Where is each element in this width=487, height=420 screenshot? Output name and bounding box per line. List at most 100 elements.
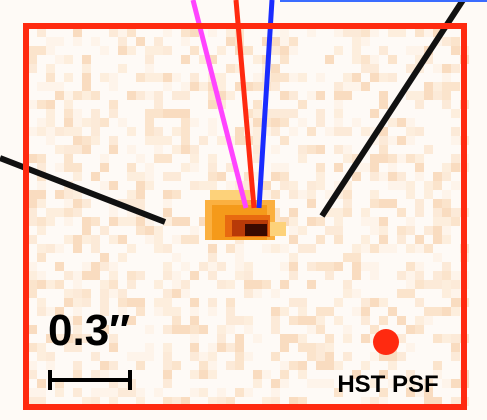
noise-pixel xyxy=(280,244,289,253)
noise-pixel xyxy=(37,352,46,361)
noise-pixel xyxy=(235,316,244,325)
noise-pixel xyxy=(73,145,82,154)
noise-pixel xyxy=(280,370,289,379)
noise-pixel xyxy=(127,280,136,289)
noise-pixel xyxy=(253,100,262,109)
noise-pixel xyxy=(334,298,343,307)
noise-pixel xyxy=(361,55,370,64)
noise-pixel xyxy=(145,136,154,145)
noise-pixel xyxy=(46,109,55,118)
noise-pixel xyxy=(361,64,370,73)
noise-pixel xyxy=(289,253,298,262)
noise-pixel xyxy=(289,226,298,235)
noise-pixel xyxy=(235,388,244,397)
noise-pixel xyxy=(307,325,316,334)
noise-pixel xyxy=(298,73,307,82)
noise-pixel xyxy=(361,235,370,244)
noise-pixel xyxy=(388,118,397,127)
noise-pixel xyxy=(307,280,316,289)
noise-pixel xyxy=(91,370,100,379)
noise-pixel xyxy=(64,91,73,100)
noise-pixel xyxy=(442,262,451,271)
noise-pixel xyxy=(415,271,424,280)
noise-pixel xyxy=(406,289,415,298)
noise-pixel xyxy=(136,388,145,397)
noise-pixel xyxy=(145,127,154,136)
noise-pixel xyxy=(199,82,208,91)
noise-pixel xyxy=(271,145,280,154)
noise-pixel xyxy=(64,289,73,298)
noise-pixel xyxy=(100,280,109,289)
noise-pixel xyxy=(163,109,172,118)
noise-pixel xyxy=(91,244,100,253)
noise-pixel xyxy=(28,208,37,217)
noise-pixel xyxy=(352,271,361,280)
noise-pixel xyxy=(442,307,451,316)
noise-pixel xyxy=(55,91,64,100)
noise-pixel xyxy=(100,388,109,397)
noise-pixel xyxy=(343,199,352,208)
noise-pixel xyxy=(343,190,352,199)
noise-pixel xyxy=(451,289,460,298)
noise-pixel xyxy=(271,190,280,199)
noise-pixel xyxy=(298,343,307,352)
noise-pixel xyxy=(379,235,388,244)
noise-pixel xyxy=(352,262,361,271)
noise-pixel xyxy=(82,199,91,208)
noise-pixel xyxy=(91,91,100,100)
noise-pixel xyxy=(343,253,352,262)
noise-pixel xyxy=(109,289,118,298)
noise-pixel xyxy=(64,208,73,217)
noise-pixel xyxy=(100,46,109,55)
noise-pixel xyxy=(406,271,415,280)
noise-pixel xyxy=(163,361,172,370)
noise-pixel xyxy=(280,334,289,343)
noise-pixel xyxy=(118,217,127,226)
noise-pixel xyxy=(28,190,37,199)
noise-pixel xyxy=(82,91,91,100)
blob-pixel xyxy=(268,222,286,236)
noise-pixel xyxy=(217,388,226,397)
noise-pixel xyxy=(55,280,64,289)
noise-pixel xyxy=(433,199,442,208)
noise-pixel xyxy=(442,100,451,109)
noise-pixel xyxy=(271,379,280,388)
noise-pixel xyxy=(334,82,343,91)
noise-pixel xyxy=(451,109,460,118)
noise-pixel xyxy=(109,181,118,190)
noise-pixel xyxy=(415,316,424,325)
noise-pixel xyxy=(334,118,343,127)
noise-pixel xyxy=(334,145,343,154)
noise-pixel xyxy=(73,91,82,100)
noise-pixel xyxy=(424,181,433,190)
noise-pixel xyxy=(397,28,406,37)
noise-pixel xyxy=(289,334,298,343)
noise-pixel xyxy=(46,136,55,145)
noise-pixel xyxy=(136,190,145,199)
noise-pixel xyxy=(352,37,361,46)
noise-pixel xyxy=(199,388,208,397)
noise-pixel xyxy=(361,307,370,316)
noise-pixel xyxy=(190,235,199,244)
noise-pixel xyxy=(163,208,172,217)
noise-pixel xyxy=(163,352,172,361)
noise-pixel xyxy=(451,280,460,289)
noise-pixel xyxy=(145,109,154,118)
noise-pixel xyxy=(370,217,379,226)
noise-pixel xyxy=(154,244,163,253)
noise-pixel xyxy=(226,244,235,253)
noise-pixel xyxy=(109,361,118,370)
noise-pixel xyxy=(253,118,262,127)
noise-pixel xyxy=(289,217,298,226)
noise-pixel xyxy=(370,109,379,118)
noise-pixel xyxy=(352,28,361,37)
noise-pixel xyxy=(190,298,199,307)
noise-pixel xyxy=(352,46,361,55)
noise-pixel xyxy=(316,379,325,388)
noise-pixel xyxy=(397,352,406,361)
noise-pixel xyxy=(199,325,208,334)
noise-pixel xyxy=(406,118,415,127)
noise-pixel xyxy=(325,334,334,343)
noise-pixel xyxy=(235,334,244,343)
noise-pixel xyxy=(199,262,208,271)
